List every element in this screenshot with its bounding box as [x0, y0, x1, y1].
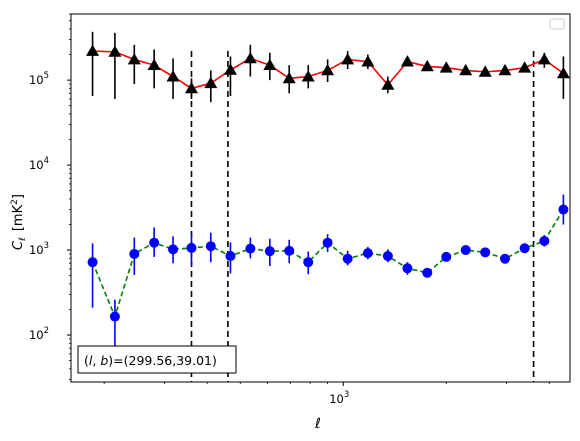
annotation-text: (l, b)=(299.56,39.01) [84, 353, 217, 368]
data-point-circle [422, 267, 433, 278]
reference-vertical-lines [190, 51, 535, 382]
data-point-triangle [439, 61, 453, 73]
annotation-open-paren: ( [84, 353, 89, 368]
data-point-triangle [223, 63, 237, 75]
data-point-circle [87, 257, 98, 268]
y-tick-label: 102 [29, 326, 49, 342]
data-point-circle [149, 237, 160, 248]
data-point-triangle [86, 44, 100, 56]
annotation-values: =(299.56,39.01) [113, 353, 217, 368]
data-point-circle [539, 235, 550, 246]
annotation-comma: , [92, 353, 100, 368]
annotation-close-paren: ) [108, 353, 113, 368]
y-axis-label-subscript: ℓ [18, 237, 28, 242]
data-point-circle [129, 248, 140, 259]
data-point-triangle [498, 63, 512, 76]
y-axis-label-symbol: C [11, 240, 26, 250]
data-point-circle [558, 204, 569, 215]
annotation-var-l: l [89, 353, 93, 368]
data-point-triangle [537, 52, 551, 65]
x-tick-label: 103 [329, 390, 349, 406]
data-point-circle [362, 248, 373, 259]
data-point-triangle [361, 55, 375, 67]
data-point-triangle [166, 70, 180, 82]
data-point-triangle [420, 59, 434, 72]
data-point-triangle [282, 71, 296, 84]
data-point-triangle [459, 63, 473, 76]
data-point-triangle [518, 61, 532, 73]
data-point-triangle [147, 58, 161, 71]
series-group-2 [87, 194, 569, 349]
annotation-box: (l, b)=(299.56,39.01) [77, 345, 237, 374]
data-point-triangle [204, 76, 218, 89]
data-point-circle [402, 263, 413, 274]
y-axis-label-unit: [mK [11, 204, 26, 231]
data-point-triangle [321, 63, 335, 76]
plot-area [86, 31, 570, 382]
data-point-circle [245, 243, 256, 254]
data-point-triangle [243, 51, 257, 64]
data-point-triangle [127, 52, 141, 65]
data-point-circle [519, 243, 530, 254]
data-point-circle [303, 257, 314, 268]
y-tick-label: 105 [29, 71, 49, 87]
annotation-var-b: b [100, 353, 108, 368]
series-group-1 [86, 31, 570, 103]
data-point-triangle [263, 58, 277, 71]
data-point-triangle [108, 45, 122, 57]
data-point-triangle [381, 78, 395, 90]
y-tick-label: 103 [29, 241, 49, 257]
data-point-circle [382, 251, 393, 262]
data-point-triangle [301, 70, 315, 82]
data-point-triangle [556, 66, 570, 79]
data-point-circle [480, 247, 491, 258]
legend-box [549, 18, 565, 30]
data-point-triangle [400, 55, 414, 67]
data-point-circle [342, 253, 353, 264]
data-point-circle [264, 246, 275, 257]
y-axis-label-unit-exponent: 2 [10, 199, 20, 205]
y-tick-label: 104 [29, 156, 49, 172]
plot-frame [70, 13, 571, 383]
data-point-circle [441, 251, 452, 262]
y-axis-label: Cℓ [mK2] [10, 194, 28, 250]
data-point-circle [186, 242, 197, 253]
y-axis-label-unit-close: ] [11, 194, 26, 199]
data-point-circle [109, 311, 120, 322]
data-point-triangle [184, 81, 198, 94]
data-point-circle [284, 245, 295, 256]
data-point-circle [168, 244, 179, 255]
data-series [86, 31, 570, 349]
annotation-frame [77, 345, 237, 374]
data-point-circle [225, 251, 236, 262]
data-point-triangle [341, 52, 355, 65]
data-point-triangle [478, 65, 492, 77]
data-point-circle [460, 245, 471, 256]
data-point-circle [500, 253, 511, 264]
data-point-circle [205, 241, 216, 252]
data-point-circle [322, 237, 333, 248]
x-axis-label: ℓ [314, 416, 321, 432]
